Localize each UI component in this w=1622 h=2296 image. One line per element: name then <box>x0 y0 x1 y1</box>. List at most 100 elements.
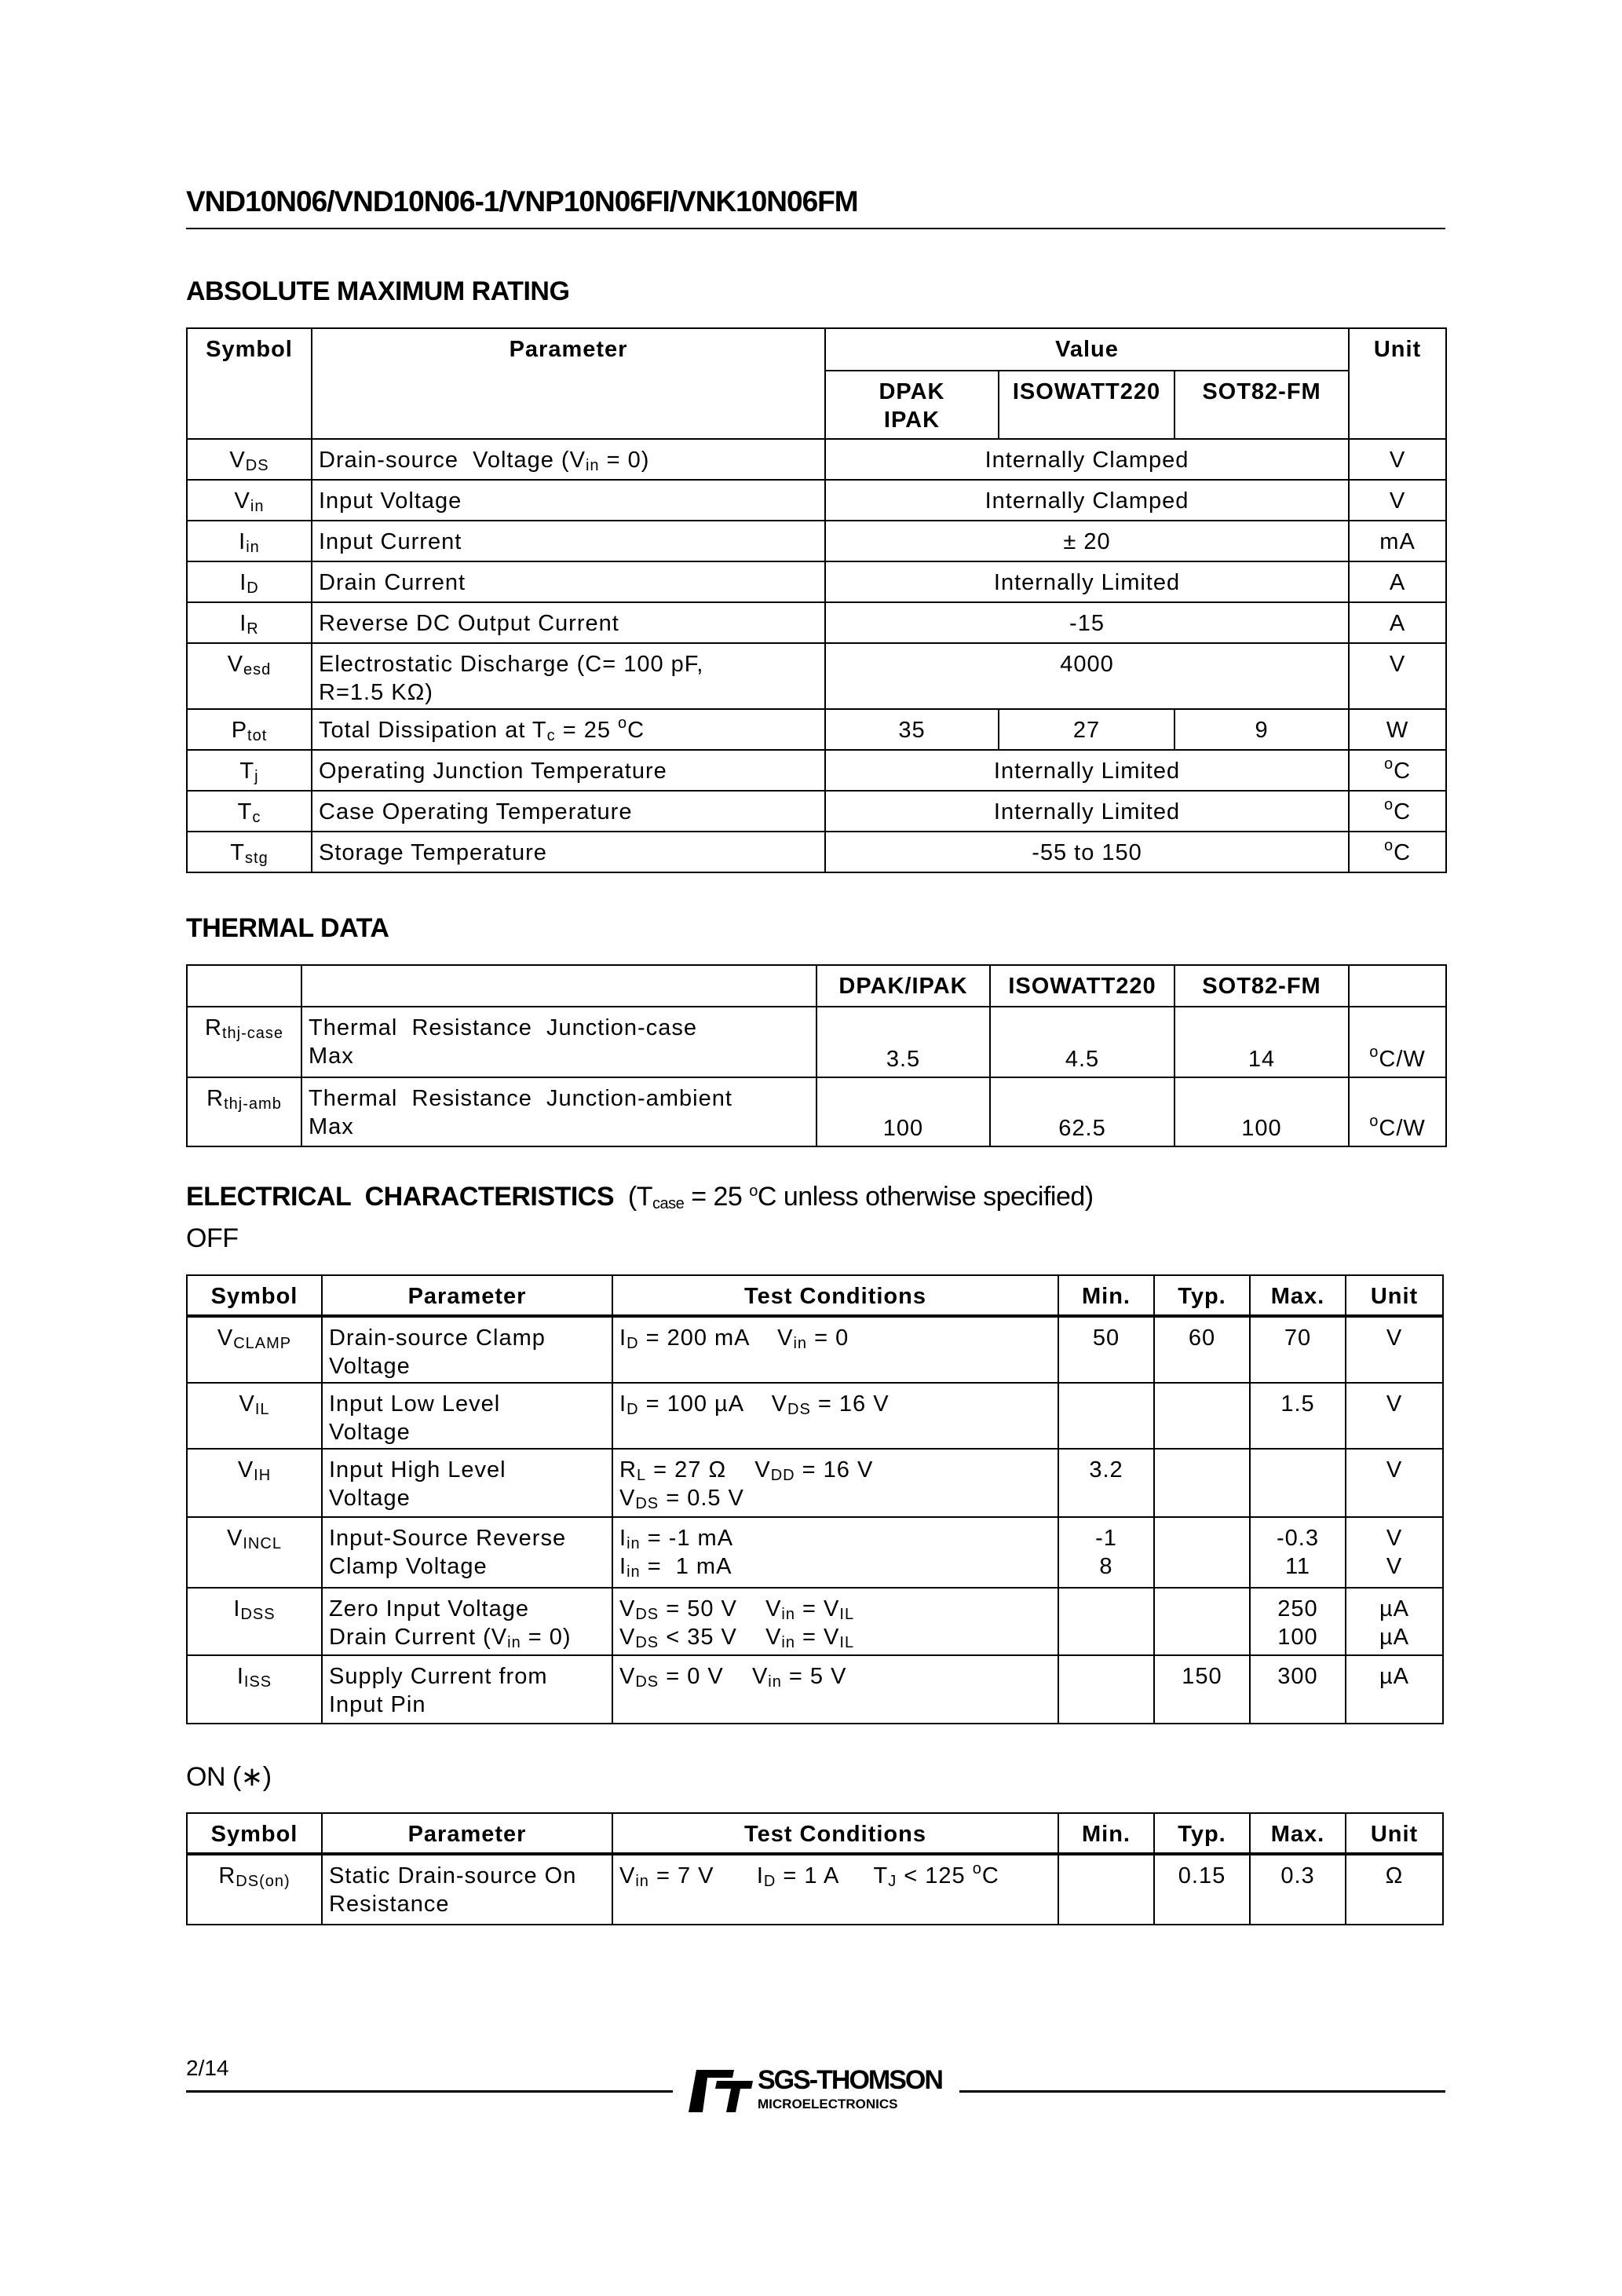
value-cell: 4.5 <box>989 1006 1175 1078</box>
text-segment: Drain Current <box>319 570 466 595</box>
min-cell <box>1058 1587 1155 1656</box>
typ-cell <box>1153 1382 1251 1450</box>
text-segment: V <box>217 1325 234 1351</box>
unit-cell: oC <box>1348 749 1448 792</box>
conditions-cell: ID = 200 mA Vin = 0 <box>612 1315 1059 1384</box>
text-segment: = 1 mA <box>640 1554 732 1579</box>
text-segment: Drain-source Voltage (V <box>319 448 586 473</box>
symbol-cell: VINCL <box>186 1516 323 1589</box>
unit-cell: V <box>1345 1448 1444 1518</box>
conditions-cell: RL = 27 Ω VDD = 16 V VDS = 0.5 V <box>612 1448 1059 1518</box>
subscript: in <box>585 457 600 474</box>
table-row: IDSS Zero Input Voltage Drain Current (Vi… <box>186 1587 1444 1656</box>
text-segment: = 0) <box>521 1625 572 1650</box>
min-cell <box>1058 1853 1155 1925</box>
parameter-cell: Input Current <box>311 520 826 562</box>
value-cell: 100 <box>1174 1077 1350 1147</box>
parameter-cell: Thermal Resistance Junction-case Max <box>301 1006 817 1078</box>
text-segment: = 0 <box>807 1325 849 1351</box>
on-characteristics-table: Symbol Parameter Test Conditions Min. Typ. Ma… <box>186 1812 1444 1925</box>
text-segment: C/W <box>1379 1116 1426 1141</box>
col-max: Max. <box>1249 1812 1346 1855</box>
text-segment: I <box>239 611 247 636</box>
subscript: DS <box>245 457 269 474</box>
value-cell: ± 20 <box>824 520 1350 562</box>
thermal-heading: THERMAL DATA <box>186 913 389 943</box>
typ-cell <box>1153 1516 1251 1589</box>
text-segment: P <box>231 718 248 743</box>
text-segment: = 1 A T <box>776 1863 889 1888</box>
absolute-max-table: Symbol Parameter Value Unit DPAK IPAK IS… <box>186 327 1448 873</box>
subscript: in <box>635 1873 649 1890</box>
text-segment: R <box>619 1457 637 1483</box>
col-min: Min. <box>1058 1274 1155 1318</box>
col-parameter: Parameter <box>321 1812 613 1855</box>
value-cell: 14 <box>1174 1006 1350 1078</box>
electrical-heading-line: ELECTRICAL CHARACTERISTICS (Tcase = 25 o… <box>186 1182 1094 1212</box>
subscript: in <box>627 1535 641 1552</box>
text-segment: = 50 V V <box>659 1596 782 1621</box>
subscript: in <box>793 1335 808 1352</box>
subscript: in <box>627 1563 641 1581</box>
unit-cell: V <box>1345 1382 1444 1450</box>
unit-cell: µA µA <box>1345 1587 1444 1656</box>
subscript: CLAMP <box>233 1335 292 1352</box>
text-segment: I <box>239 529 247 554</box>
sgs-thomson-logo: SGS-THOMSON MICROELECTRONICS <box>685 2067 944 2115</box>
parameter-cell: Input-Source Reverse Clamp Voltage <box>321 1516 613 1589</box>
st-logo-icon <box>689 2070 753 2112</box>
subscript: stg <box>245 850 269 867</box>
symbol-cell: RDS(on) <box>186 1853 323 1925</box>
value-cell: 27 <box>998 708 1175 751</box>
absolute-max-heading: ABSOLUTE MAXIMUM RATING <box>186 276 570 306</box>
subscript: L <box>636 1467 647 1484</box>
text-segment: Input Voltage <box>319 488 462 514</box>
parameter-cell: Input Voltage <box>311 479 826 521</box>
text-segment: Input Current <box>319 529 462 554</box>
text-segment: C <box>1394 840 1412 865</box>
parameter-cell: Drain Current <box>311 561 826 603</box>
parameter-cell: Reverse DC Output Current <box>311 601 826 644</box>
col-symbol: Symbol <box>186 327 312 440</box>
col-min: Min. <box>1058 1812 1155 1855</box>
table-row: RDS(on) Static Drain-source On Resistance… <box>186 1853 1444 1925</box>
table-row: Vin Input Voltage Internally Clamped V <box>186 479 1448 521</box>
text-segment: = V <box>795 1596 840 1621</box>
document-title: VND10N06/VND10N06-1/VNP10N06FI/VNK10N06F… <box>186 185 859 218</box>
col-typ: Typ. <box>1153 1812 1251 1855</box>
text-segment: C <box>627 718 645 743</box>
table-row: VIL Input Low Level Voltage ID = 100 µA VD… <box>186 1382 1444 1450</box>
text-segment: Thermal Resistance Junction-case Max <box>309 1015 697 1069</box>
text-segment: Input Low Level Voltage <box>329 1391 501 1445</box>
thermal-table: DPAK/IPAK ISOWATT220 SOT82-FM Rthj-case T… <box>186 964 1447 1147</box>
logo-text: SGS-THOMSON <box>758 2065 944 2095</box>
parameter-cell: Static Drain-source On Resistance <box>321 1853 613 1925</box>
subscript: thj-case <box>221 1025 283 1042</box>
col-isowatt220: ISOWATT220 <box>998 370 1175 440</box>
text-segment: C unless otherwise specified) <box>757 1182 1094 1212</box>
footer-rule-left <box>186 2090 673 2093</box>
parameter-cell: Drain-source Voltage (Vin = 0) <box>311 438 826 481</box>
subscript: in <box>781 1606 795 1623</box>
text-segment: Drain-source Clamp Voltage <box>329 1325 546 1379</box>
typ-cell: 150 <box>1153 1654 1251 1724</box>
header-row: Symbol Parameter Test Conditions Min. Typ. Ma… <box>186 1274 1444 1318</box>
subscript: D <box>627 1401 639 1418</box>
text-segment: (T <box>627 1182 653 1212</box>
unit-cell: oC/W <box>1348 1006 1447 1078</box>
symbol-cell: VIH <box>186 1448 323 1518</box>
text-segment: Supply Current from Input Pin <box>329 1664 548 1717</box>
symbol-cell: Ptot <box>186 708 312 751</box>
symbol-cell: Rthj-case <box>186 1006 302 1078</box>
text-segment: V <box>229 448 246 473</box>
symbol-cell: IISS <box>186 1654 323 1724</box>
table-row: ID Drain Current Internally Limited A <box>186 561 1448 603</box>
parameter-cell: Thermal Resistance Junction-ambient Max <box>301 1077 817 1147</box>
off-characteristics-table: Symbol Parameter Test Conditions Min. Typ. Ma… <box>186 1274 1444 1724</box>
col-parameter: Parameter <box>321 1274 613 1318</box>
value-cell: Internally Limited <box>824 790 1350 832</box>
unit-cell: V <box>1348 642 1448 710</box>
unit-cell: V <box>1345 1315 1444 1384</box>
symbol-cell: ID <box>186 561 312 603</box>
symbol-cell: Iin <box>186 520 312 562</box>
